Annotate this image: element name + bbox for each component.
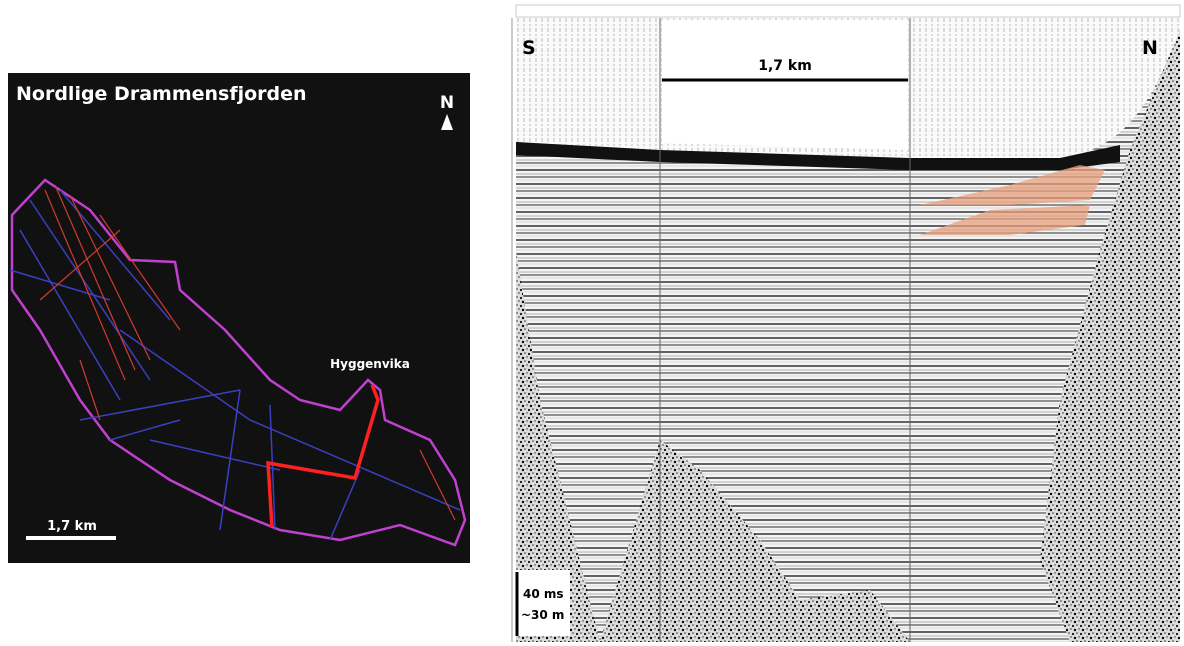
profile-left-label: S	[522, 37, 536, 59]
profile-right-label: N	[1142, 37, 1158, 59]
depth-scale-label: ~30 m	[521, 608, 564, 622]
profile-scale-label: 1,7 km	[758, 58, 812, 74]
water-clear	[662, 20, 908, 150]
north-label: N	[440, 93, 454, 113]
seismic-panel: S N 1,7 km 40 ms ~30 m	[512, 5, 1180, 642]
map-background	[8, 73, 470, 563]
figure: Nordlige Drammensfjorden N Hyggenvika 1,…	[0, 0, 1184, 646]
map-title: Nordlige Drammensfjorden	[16, 83, 307, 105]
map-panel: Nordlige Drammensfjorden N Hyggenvika 1,…	[8, 73, 470, 563]
map-scale-label: 1,7 km	[47, 519, 97, 534]
time-scale-label: 40 ms	[523, 587, 564, 601]
place-label: Hyggenvika	[330, 357, 410, 371]
time-scale-box	[514, 570, 570, 636]
trace-header	[516, 5, 1180, 17]
